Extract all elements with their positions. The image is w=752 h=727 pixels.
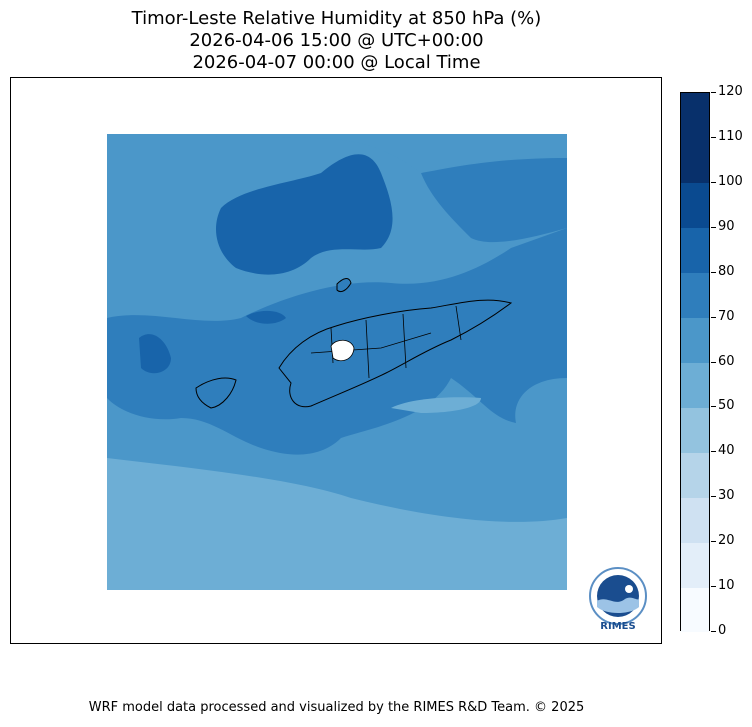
colorbar-tick-label: 10 xyxy=(718,578,735,594)
colorbar-tick-mark xyxy=(711,316,716,318)
colorbar-segment xyxy=(681,587,709,633)
humidity-field-high-3 xyxy=(246,310,286,324)
humidity-field-low-patch xyxy=(391,397,481,413)
humidity-field-northeast xyxy=(421,158,567,243)
colorbar-tick-label: 100 xyxy=(718,173,743,189)
colorbar-tick-label: 80 xyxy=(718,263,735,279)
colorbar-segment xyxy=(681,137,709,184)
colorbar-segment xyxy=(681,452,709,498)
humidity-field-south xyxy=(107,458,567,590)
colorbar-tick-label: 110 xyxy=(718,128,743,144)
colorbar-tick-label: 30 xyxy=(718,488,735,504)
oecusse-outline xyxy=(195,377,237,409)
colorbar-tick-mark xyxy=(711,136,716,138)
colorbar-tick-mark xyxy=(711,496,716,498)
colorbar-segment xyxy=(681,272,709,319)
colorbar-tick-label: 60 xyxy=(718,353,735,369)
title-line-2: 2026-04-06 15:00 @ UTC+00:00 xyxy=(189,30,484,51)
humidity-field-high-2 xyxy=(139,334,171,374)
colorbar-tick-label: 0 xyxy=(718,623,727,638)
footer-credit: WRF model data processed and visualized … xyxy=(88,700,585,715)
rimes-logo xyxy=(589,567,647,625)
colorbar-tick-mark xyxy=(711,271,716,273)
colorbar-segment xyxy=(681,407,709,453)
title-line-3: 2026-04-07 00:00 @ Local Time xyxy=(192,52,481,73)
map-frame xyxy=(10,77,662,644)
colorbar-segment xyxy=(681,362,709,408)
colorbar-tick-mark xyxy=(711,181,716,183)
colorbar-segment xyxy=(681,182,709,229)
colorbar-tick-label: 40 xyxy=(718,443,735,459)
colorbar-tick-mark xyxy=(711,541,716,543)
colorbar-segment xyxy=(681,227,709,274)
colorbar-tick-mark xyxy=(711,586,716,588)
colorbar-tick-label: 20 xyxy=(718,533,735,549)
colorbar-tick-label: 90 xyxy=(718,218,735,234)
atauro-island-outline xyxy=(336,278,352,293)
colorbar-tick-mark xyxy=(711,631,716,632)
colorbar xyxy=(680,92,710,633)
colorbar-tick-mark xyxy=(711,451,716,453)
colorbar-segment xyxy=(681,93,709,139)
colorbar-tick-label: 50 xyxy=(718,398,735,414)
humidity-field-north xyxy=(107,134,567,173)
colorbar-tick-mark xyxy=(711,361,716,363)
no-data-area xyxy=(330,339,355,362)
colorbar-tick-mark xyxy=(711,92,716,93)
rimes-logo-text: RIMES xyxy=(600,621,636,632)
colorbar-segment xyxy=(681,542,709,588)
colorbar-tick-label: 120 xyxy=(718,84,743,99)
colorbar-tick-mark xyxy=(711,226,716,228)
title-line-1: Timor-Leste Relative Humidity at 850 hPa… xyxy=(131,8,542,29)
colorbar-segment xyxy=(681,317,709,363)
colorbar-tick-mark xyxy=(711,406,716,408)
colorbar-tick-label: 70 xyxy=(718,308,735,324)
humidity-field-high-1 xyxy=(216,154,393,275)
humidity-map xyxy=(107,134,567,590)
colorbar-segment xyxy=(681,497,709,543)
timor-island-outline xyxy=(278,299,513,408)
